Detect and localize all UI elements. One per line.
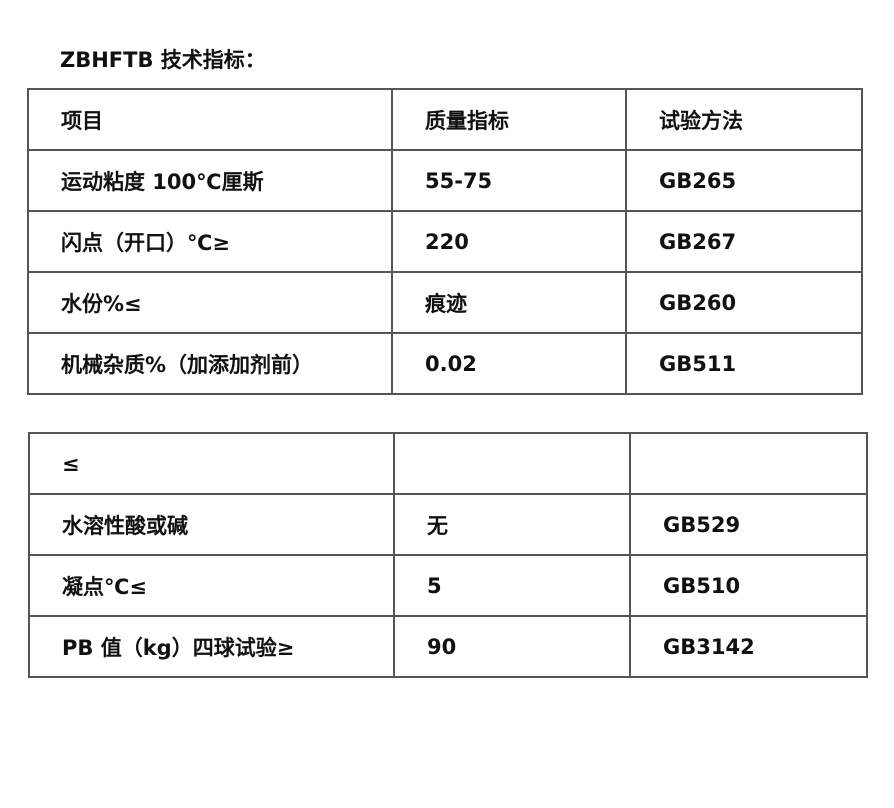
table-row: 水溶性酸或碱无 GB529	[28, 493, 868, 556]
quality-cell: 220	[391, 210, 627, 273]
method-cell: GB529	[629, 493, 868, 556]
table-row: 凝点℃≤ 5 GB510	[28, 554, 868, 617]
document-title: ZBHFTB 技术指标：	[60, 48, 266, 72]
spec-table-2: ≤ 水溶性酸或碱无 GB529 凝点℃≤ 5 GB510 PB 值（kg）四球试验≥ 90 GB…	[28, 432, 868, 678]
method-cell: GB3142	[629, 615, 868, 678]
quality-cell: 55-75	[391, 149, 627, 212]
quality-cell: 无	[393, 493, 631, 556]
method-cell: GB260	[625, 271, 863, 334]
quality-cell: 90	[393, 615, 631, 678]
header-row: 项目 质量指标 试验方法	[27, 88, 863, 151]
item-cell: PB 值（kg）四球试验≥	[28, 615, 395, 678]
method-cell: GB510	[629, 554, 868, 617]
item-cell: 项目	[27, 88, 393, 151]
quality-cell	[393, 432, 631, 495]
quality-cell: 痕迹	[391, 271, 627, 334]
method-cell: GB265	[625, 149, 863, 212]
item-cell: 运动粘度 100℃厘斯	[27, 149, 393, 212]
table-row: PB 值（kg）四球试验≥ 90 GB3142	[28, 615, 868, 678]
table-row: ≤	[28, 432, 868, 495]
method-cell: 试验方法	[625, 88, 863, 151]
method-cell: GB267	[625, 210, 863, 273]
method-cell	[629, 432, 868, 495]
table-row: 运动粘度 100℃厘斯 55-75 GB265	[27, 149, 863, 212]
table-row: 闪点（开口）℃≥ 220 GB267	[27, 210, 863, 273]
quality-cell: 5	[393, 554, 631, 617]
method-cell: GB511	[625, 332, 863, 395]
spec-table-1: 项目 质量指标 试验方法 运动粘度 100℃厘斯 55-75 GB265 闪点（开口）℃≥ 2…	[27, 88, 863, 395]
item-cell: 凝点℃≤	[28, 554, 395, 617]
item-cell: 水份%≤	[27, 271, 393, 334]
item-cell: 水溶性酸或碱	[28, 493, 395, 556]
item-cell: 闪点（开口）℃≥	[27, 210, 393, 273]
table-row: 水份%≤ 痕迹 GB260	[27, 271, 863, 334]
item-cell: 机械杂质%（加添加剂前）	[27, 332, 393, 395]
table-row: 机械杂质%（加添加剂前） 0.02 GB511	[27, 332, 863, 395]
quality-cell: 0.02	[391, 332, 627, 395]
quality-cell: 质量指标	[391, 88, 627, 151]
item-cell: ≤	[28, 432, 395, 495]
